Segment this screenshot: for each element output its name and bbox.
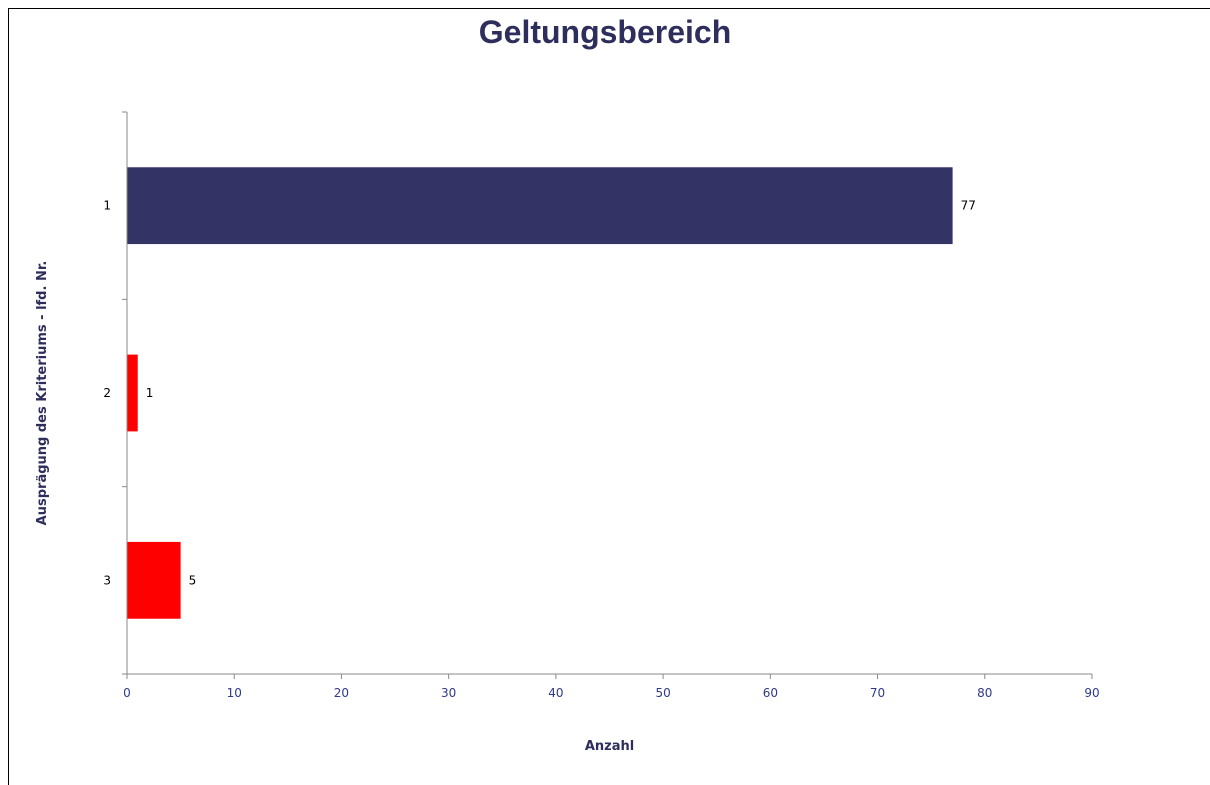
y-category-label: 2 — [103, 386, 111, 400]
chart-title: Geltungsbereich — [478, 14, 732, 50]
data-label: 77 — [961, 199, 976, 213]
x-tick-label: 90 — [1084, 686, 1099, 700]
x-tick-label: 60 — [763, 686, 778, 700]
axes-group — [126, 112, 1092, 675]
bar — [127, 354, 138, 432]
y-category-label: 3 — [103, 573, 111, 587]
x-tick-label: 70 — [870, 686, 885, 700]
x-tick-label: 50 — [655, 686, 670, 700]
bar — [127, 541, 181, 619]
y-axis-title: Ausprägung des Kriteriums - lfd. Nr. — [35, 261, 50, 526]
x-tick-label: 30 — [441, 686, 456, 700]
data-label: 1 — [146, 386, 154, 400]
x-tick-label: 80 — [977, 686, 992, 700]
chart-frame — [8, 8, 1210, 785]
ticks-group: 0 10 20 30 40 50 60 70 80 90 1 2 3 — [103, 111, 1100, 700]
bar — [127, 167, 953, 245]
x-axis-title: Anzahl — [585, 739, 634, 754]
x-tick-label: 20 — [334, 686, 349, 700]
bars-group: 77 1 5 — [127, 167, 976, 619]
x-tick-label: 40 — [548, 686, 563, 700]
data-label: 5 — [189, 573, 197, 587]
x-tick-label: 0 — [123, 686, 131, 700]
x-tick-label: 10 — [227, 686, 242, 700]
y-category-label: 1 — [103, 199, 111, 213]
